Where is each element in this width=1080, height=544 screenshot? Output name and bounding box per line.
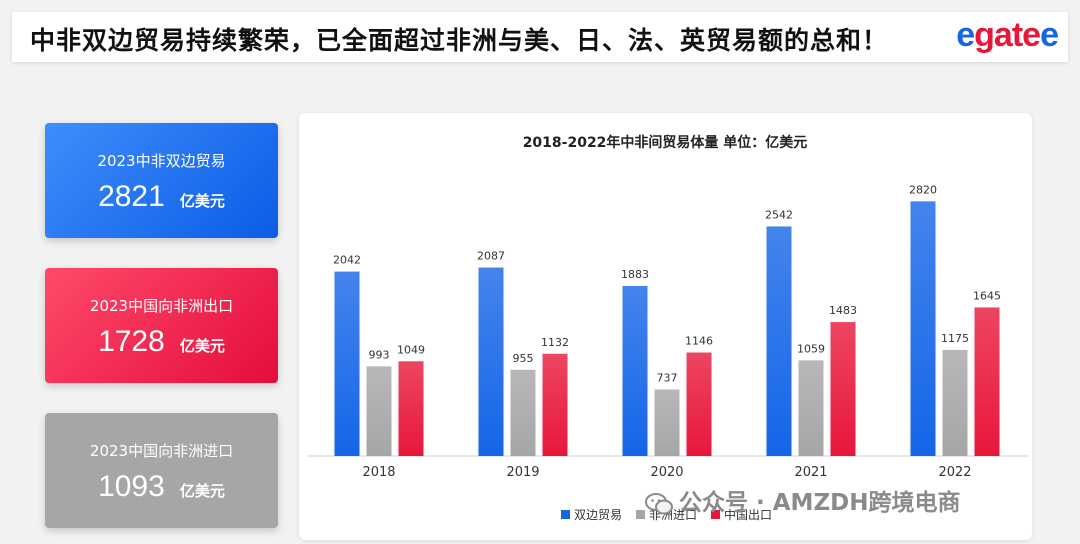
x-tick-label: 2022 bbox=[938, 465, 971, 480]
legend-swatch-双边贸易 bbox=[561, 510, 570, 519]
data-label: 1483 bbox=[829, 304, 857, 317]
data-label: 2087 bbox=[477, 250, 505, 263]
x-tick-label: 2018 bbox=[362, 465, 395, 480]
bar-双边贸易-2018 bbox=[334, 271, 360, 456]
bar-中国出口-2019 bbox=[542, 353, 568, 456]
stat-card-value: 2821 bbox=[98, 180, 165, 213]
stat-card-label: 2023中国向非洲进口 bbox=[89, 442, 234, 460]
x-tick-label: 2019 bbox=[506, 465, 539, 480]
brand-logo: egatee bbox=[956, 16, 1059, 54]
bar-非洲进口-2019 bbox=[510, 369, 536, 456]
wechat-icon bbox=[645, 492, 673, 514]
legend-swatch-非洲进口 bbox=[636, 510, 645, 519]
data-label: 2542 bbox=[765, 208, 793, 221]
data-label: 1049 bbox=[397, 343, 425, 356]
data-label: 2042 bbox=[333, 254, 361, 267]
legend-label: 中国出口 bbox=[724, 507, 772, 522]
stat-card-unit: 亿美元 bbox=[179, 192, 225, 210]
stat-card-label: 2023中非双边贸易 bbox=[97, 152, 226, 170]
bar-chart: 2018-2022年中非间贸易体量 单位：亿美元 2042 993 1049 2018 2… bbox=[307, 134, 1029, 522]
bar-中国出口-2022 bbox=[974, 307, 1000, 456]
data-label: 1059 bbox=[797, 342, 825, 355]
data-label: 2820 bbox=[909, 183, 937, 196]
page-headline: 中非双边贸易持续繁荣，已全面超过非洲与美、日、法、英贸易额的总和！ bbox=[30, 26, 889, 55]
stat-card-bilateral-trade: 2023中非双边贸易 2821 亿美元 bbox=[45, 123, 278, 238]
x-tick-label: 2020 bbox=[650, 465, 683, 480]
legend-label: 双边贸易 bbox=[574, 508, 622, 522]
chart-title: 2018-2022年中非间贸易体量 单位：亿美元 bbox=[523, 134, 808, 151]
x-tick-label: 2021 bbox=[794, 465, 827, 480]
data-label: 955 bbox=[513, 352, 534, 365]
stat-card-value: 1728 bbox=[98, 325, 165, 358]
stat-card-value: 1093 bbox=[98, 470, 165, 503]
watermark-text: 公众号 · AMZDH跨境电商 bbox=[679, 490, 961, 516]
data-label: 1175 bbox=[941, 332, 969, 345]
bar-双边贸易-2022 bbox=[910, 201, 936, 456]
chart-panel: 2018-2022年中非间贸易体量 单位：亿美元 2042 993 1049 2018 2… bbox=[299, 113, 1032, 540]
bar-中国出口-2018 bbox=[398, 361, 424, 456]
bar-非洲进口-2021 bbox=[798, 360, 824, 456]
bar-中国出口-2021 bbox=[830, 322, 856, 456]
data-label: 1883 bbox=[621, 268, 649, 281]
bar-双边贸易-2019 bbox=[478, 267, 504, 456]
stat-card-label: 2023中国向非洲出口 bbox=[89, 297, 234, 315]
data-label: 1132 bbox=[541, 336, 569, 349]
data-label: 1645 bbox=[973, 289, 1001, 302]
bar-非洲进口-2018 bbox=[366, 366, 392, 456]
bar-非洲进口-2022 bbox=[942, 349, 968, 456]
bar-非洲进口-2020 bbox=[654, 389, 680, 456]
watermark: 公众号 · AMZDH跨境电商 bbox=[645, 483, 960, 517]
stat-card-unit: 亿美元 bbox=[179, 482, 225, 500]
legend-swatch-中国出口 bbox=[711, 510, 720, 519]
bar-中国出口-2020 bbox=[686, 352, 712, 456]
bar-双边贸易-2021 bbox=[766, 226, 792, 456]
data-label: 993 bbox=[369, 348, 390, 361]
stat-card-unit: 亿美元 bbox=[179, 337, 225, 355]
data-label: 737 bbox=[657, 371, 678, 384]
header-banner: 中非双边贸易持续繁荣，已全面超过非洲与美、日、法、英贸易额的总和！ egatee bbox=[12, 12, 1068, 62]
bar-双边贸易-2020 bbox=[622, 285, 648, 456]
data-label: 1146 bbox=[685, 335, 713, 348]
stat-card-china-export: 2023中国向非洲出口 1728 亿美元 bbox=[45, 268, 278, 383]
stat-card-china-import: 2023中国向非洲进口 1093 亿美元 bbox=[45, 413, 278, 528]
